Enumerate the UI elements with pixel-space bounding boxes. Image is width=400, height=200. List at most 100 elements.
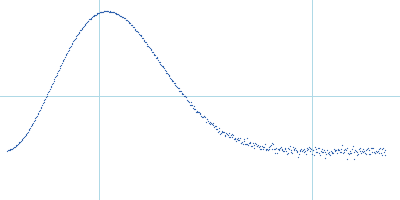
Point xyxy=(359,149,365,152)
Point xyxy=(90,15,96,18)
Point xyxy=(241,140,248,143)
Point xyxy=(318,147,325,150)
Point xyxy=(344,147,350,150)
Point xyxy=(59,62,65,65)
Point xyxy=(22,134,28,137)
Point xyxy=(77,29,83,32)
Point xyxy=(226,136,232,139)
Point xyxy=(292,146,298,150)
Point xyxy=(215,131,221,134)
Point xyxy=(361,149,367,152)
Point xyxy=(195,111,202,114)
Point xyxy=(253,144,260,147)
Point xyxy=(320,151,326,154)
Point xyxy=(100,10,107,13)
Point xyxy=(228,133,234,136)
Point xyxy=(376,147,382,150)
Point xyxy=(21,135,27,139)
Point xyxy=(118,16,125,19)
Point xyxy=(209,123,215,126)
Point xyxy=(171,81,177,84)
Point xyxy=(374,149,381,152)
Point xyxy=(76,30,82,34)
Point xyxy=(288,151,294,154)
Point xyxy=(131,26,137,29)
Point xyxy=(136,33,142,36)
Point xyxy=(160,66,166,69)
Point xyxy=(109,11,115,14)
Point xyxy=(331,147,337,150)
Point xyxy=(153,56,160,59)
Point xyxy=(279,147,286,150)
Point xyxy=(274,147,281,150)
Point xyxy=(244,136,250,139)
Point xyxy=(32,118,38,122)
Point xyxy=(79,26,86,29)
Point xyxy=(260,148,266,151)
Point xyxy=(207,122,214,125)
Point xyxy=(291,147,298,150)
Point xyxy=(310,148,316,151)
Point xyxy=(122,17,128,20)
Point xyxy=(274,152,280,155)
Point xyxy=(31,120,37,123)
Point xyxy=(368,147,375,150)
Point xyxy=(344,157,351,160)
Point xyxy=(342,147,348,150)
Point xyxy=(259,144,265,147)
Point xyxy=(271,147,277,150)
Point xyxy=(351,150,358,153)
Point xyxy=(211,126,217,129)
Point xyxy=(380,146,386,149)
Point xyxy=(38,107,44,110)
Point xyxy=(353,150,360,154)
Point xyxy=(322,156,328,159)
Point xyxy=(276,149,282,152)
Point xyxy=(111,11,117,14)
Point xyxy=(210,121,216,125)
Point xyxy=(222,134,229,137)
Point xyxy=(315,147,321,150)
Point xyxy=(103,10,109,13)
Point xyxy=(245,143,252,146)
Point xyxy=(73,35,80,38)
Point xyxy=(81,24,87,27)
Point xyxy=(113,12,120,15)
Point xyxy=(333,148,339,151)
Point xyxy=(378,151,384,154)
Point xyxy=(170,80,176,83)
Point xyxy=(78,27,85,30)
Point xyxy=(214,127,220,131)
Point xyxy=(270,143,276,146)
Point xyxy=(190,106,196,109)
Point xyxy=(247,142,254,145)
Point xyxy=(200,115,206,118)
Point xyxy=(365,146,371,149)
Point xyxy=(266,147,272,150)
Point xyxy=(222,133,228,136)
Point xyxy=(110,11,116,14)
Point xyxy=(143,41,149,44)
Point xyxy=(266,145,273,148)
Point xyxy=(290,146,296,149)
Point xyxy=(84,21,90,24)
Point xyxy=(165,72,171,75)
Point xyxy=(235,138,242,142)
Point xyxy=(56,67,63,70)
Point xyxy=(141,39,148,42)
Point xyxy=(66,48,72,51)
Point xyxy=(74,34,80,37)
Point xyxy=(311,153,317,156)
Point xyxy=(203,118,210,121)
Point xyxy=(286,148,292,151)
Point xyxy=(97,11,104,14)
Point xyxy=(151,54,158,57)
Point xyxy=(223,131,230,134)
Point xyxy=(265,148,271,151)
Point xyxy=(13,144,20,147)
Point xyxy=(138,35,145,38)
Point xyxy=(350,144,356,147)
Point xyxy=(224,133,231,136)
Point xyxy=(324,148,330,152)
Point xyxy=(269,141,276,144)
